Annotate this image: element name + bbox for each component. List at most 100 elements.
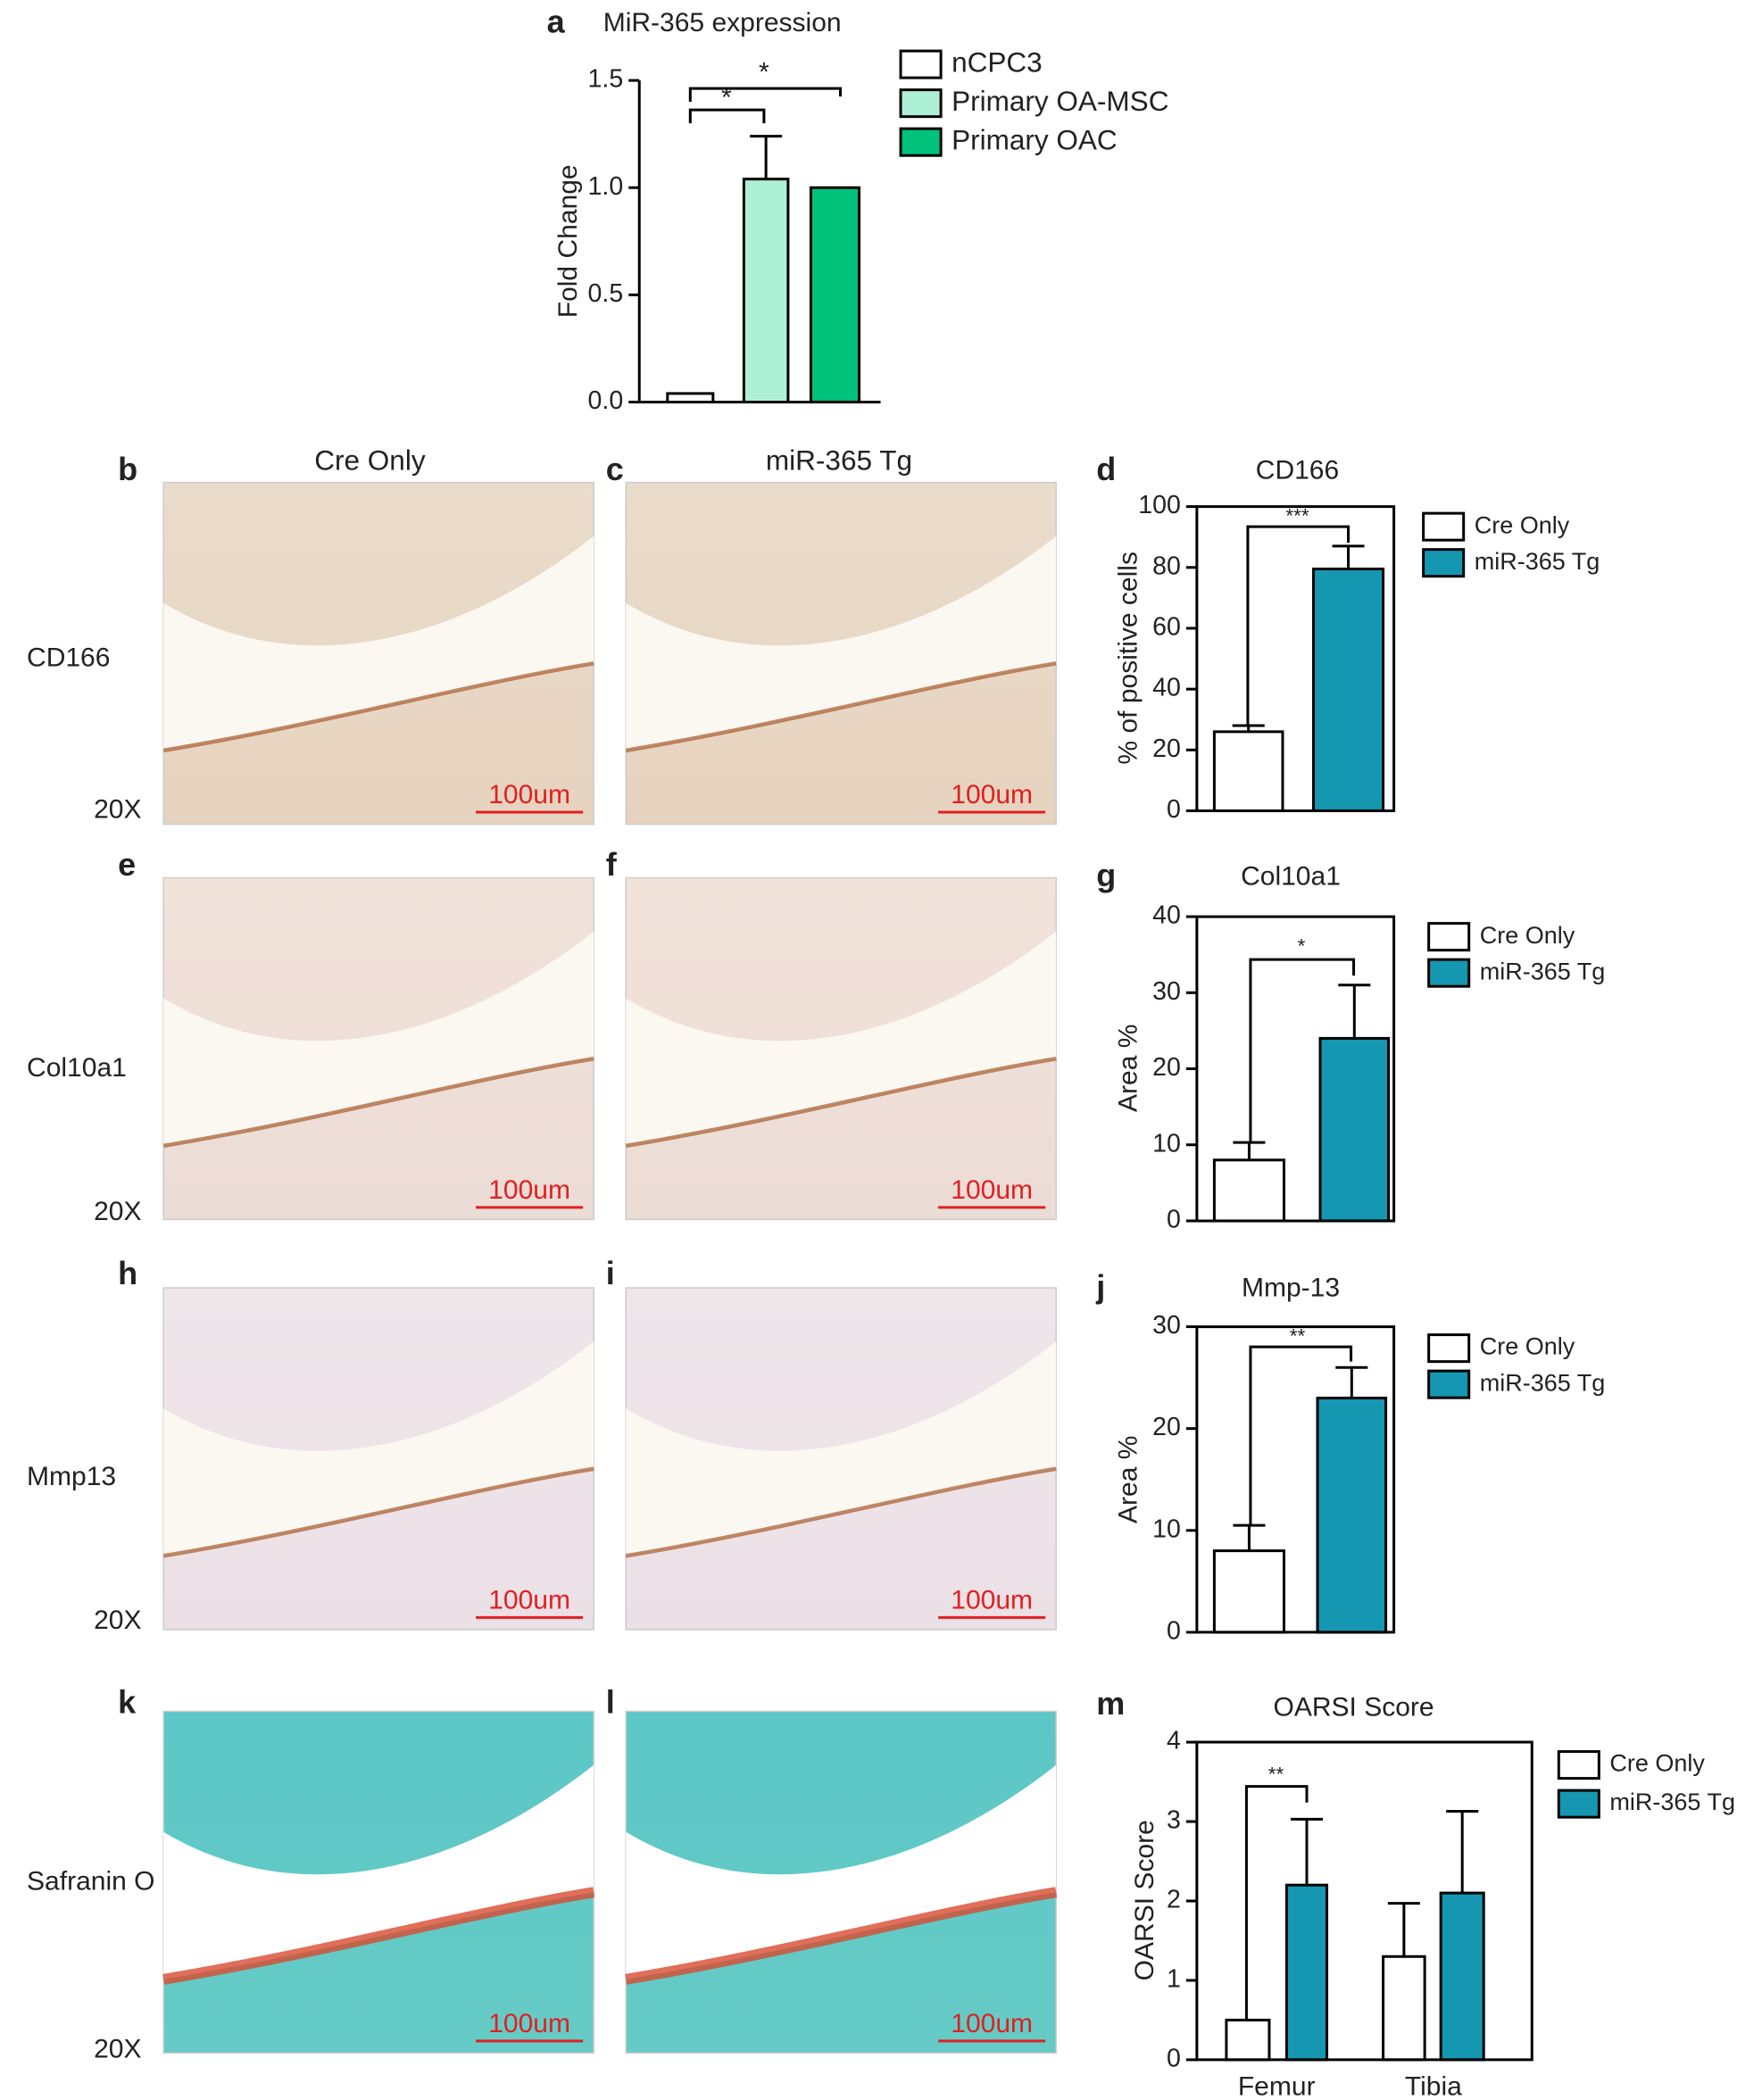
x-tick-label: Femur (1238, 2071, 1316, 2100)
bar (1212, 1549, 1285, 1634)
legend-label: Cre Only (1475, 511, 1570, 538)
bar (809, 186, 860, 404)
legend-label: nCPC3 (952, 46, 1043, 78)
joint-space (626, 1764, 1057, 1980)
legend-swatch (1422, 548, 1466, 578)
y-tick-label: 0 (1167, 1616, 1181, 1645)
scale-bar-label: 100um (488, 1585, 570, 1614)
joint-space (626, 931, 1057, 1146)
row-label: Col10a1 (27, 1053, 127, 1083)
y-tick-label: 1 (1167, 1964, 1181, 1993)
y-tick-label: 0 (1167, 2044, 1181, 2072)
legend-swatch (899, 127, 943, 157)
legend-swatch (1557, 1750, 1600, 1780)
panel-letter: k (118, 1684, 137, 1721)
legend-swatch (1422, 511, 1466, 542)
bar (1212, 730, 1284, 812)
bar (1316, 1396, 1388, 1634)
y-tick-label: 1.5 (588, 65, 624, 94)
significance-label: *** (1285, 505, 1309, 527)
significance-bracket (1249, 958, 1356, 1143)
row-label: Mmp13 (27, 1462, 116, 1491)
tissue-edge (162, 1887, 595, 1985)
axis (1195, 505, 1396, 812)
x-tick-label: Tibia (1405, 2071, 1462, 2100)
tissue-edge (625, 661, 1057, 753)
y-tick-label: 20 (1152, 1053, 1181, 1082)
magnification: 20X (94, 1606, 141, 1635)
legend-label: miR-365 Tg (1475, 548, 1600, 575)
joint-space (626, 535, 1057, 751)
panel-letter: h (118, 1255, 137, 1291)
panel-letter: c (606, 451, 624, 487)
bar (1284, 1883, 1329, 2062)
magnification: 20X (94, 2034, 141, 2063)
y-tick-label: 60 (1152, 612, 1181, 641)
panel-letter: j (1095, 1268, 1105, 1305)
y-tick-label: 0.5 (588, 279, 624, 308)
tissue-edge (162, 1057, 594, 1149)
legend-swatch (899, 88, 943, 119)
tissue-edge (625, 1887, 1058, 1985)
bar (1312, 567, 1385, 812)
tissue-edge (162, 1466, 594, 1558)
significance-label: * (1298, 935, 1306, 958)
y-tick-label: 2 (1167, 1886, 1181, 1914)
tissue-edge (625, 1466, 1057, 1558)
y-tick-label: 30 (1152, 977, 1181, 1006)
chart-title: Col10a1 (1241, 861, 1341, 891)
y-tick-label: 10 (1152, 1515, 1181, 1543)
scale-bar-label: 100um (951, 1175, 1033, 1205)
tissue-edge (162, 661, 594, 753)
legend-label: Cre Only (1480, 922, 1575, 949)
legend-swatch (1427, 1333, 1471, 1364)
legend-label: Cre Only (1480, 1333, 1575, 1360)
legend-label: miR-365 Tg (1609, 1789, 1735, 1815)
chart-title: CD166 (1256, 456, 1339, 486)
axis (1195, 1325, 1396, 1634)
legend-swatch (1557, 1789, 1600, 1819)
y-tick-label: 3 (1167, 1806, 1181, 1835)
axis (1195, 1740, 1533, 2062)
y-axis-label: Area % (1114, 1436, 1143, 1523)
legend-label: Primary OA-MSC (952, 85, 1168, 117)
legend-label: miR-365 Tg (1480, 958, 1606, 984)
y-tick-label: 0 (1167, 795, 1181, 824)
y-axis-label: Area % (1114, 1025, 1143, 1112)
joint-space (163, 931, 594, 1146)
bar (1212, 1158, 1285, 1223)
row-label: Safranin O (27, 1867, 154, 1897)
axis (1195, 915, 1396, 1223)
scale-bar-label: 100um (488, 1175, 570, 1205)
panel-letter: d (1096, 451, 1116, 487)
panel-letter: i (606, 1255, 615, 1291)
y-tick-label: 10 (1152, 1129, 1181, 1158)
panel-letter: l (606, 1684, 615, 1721)
chart-title: MiR-365 expression (603, 8, 842, 37)
chart-title: Mmp-13 (1242, 1273, 1340, 1302)
magnification: 20X (94, 1197, 141, 1226)
column-title: miR-365 Tg (766, 444, 912, 476)
column-title: Cre Only (314, 444, 426, 476)
significance-bracket (1246, 525, 1351, 726)
significance-bracket (688, 108, 766, 124)
scale-bar-label: 100um (951, 780, 1033, 809)
panel-letter: a (547, 4, 566, 40)
row-label: CD166 (27, 643, 110, 673)
y-tick-label: 0.0 (588, 386, 624, 415)
legend-label: Cre Only (1609, 1750, 1705, 1777)
axis (637, 80, 881, 404)
panel-letter: m (1096, 1685, 1125, 1722)
panel-letter: f (606, 846, 618, 883)
y-axis-label: OARSI Score (1130, 1820, 1159, 1980)
magnification: 20X (94, 794, 141, 824)
tissue-edge (625, 1057, 1057, 1149)
panel-letter: e (118, 846, 136, 883)
bar (742, 178, 790, 404)
significance-label: * (721, 83, 732, 112)
significance-label: ** (1268, 1764, 1284, 1786)
significance-bracket (1244, 1785, 1309, 2020)
legend-label: Primary OAC (952, 124, 1118, 156)
